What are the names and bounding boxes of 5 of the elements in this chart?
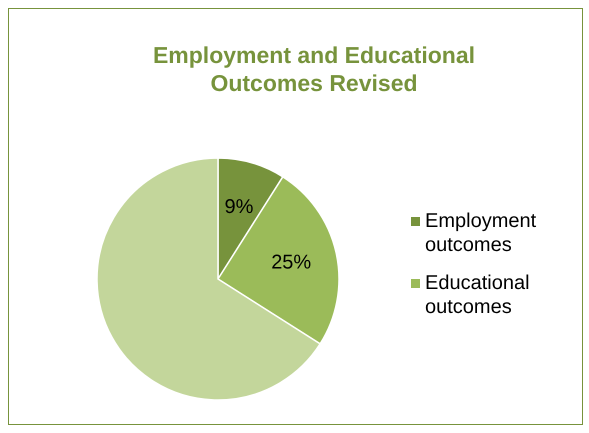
legend-label: Employment outcomes: [425, 209, 538, 257]
legend-label: Educational outcomes: [425, 271, 531, 319]
chart-title: Employment and Educational Outcomes Revised: [152, 41, 476, 97]
data-label: 9%: [224, 196, 254, 218]
data-label: 25%: [271, 252, 312, 274]
